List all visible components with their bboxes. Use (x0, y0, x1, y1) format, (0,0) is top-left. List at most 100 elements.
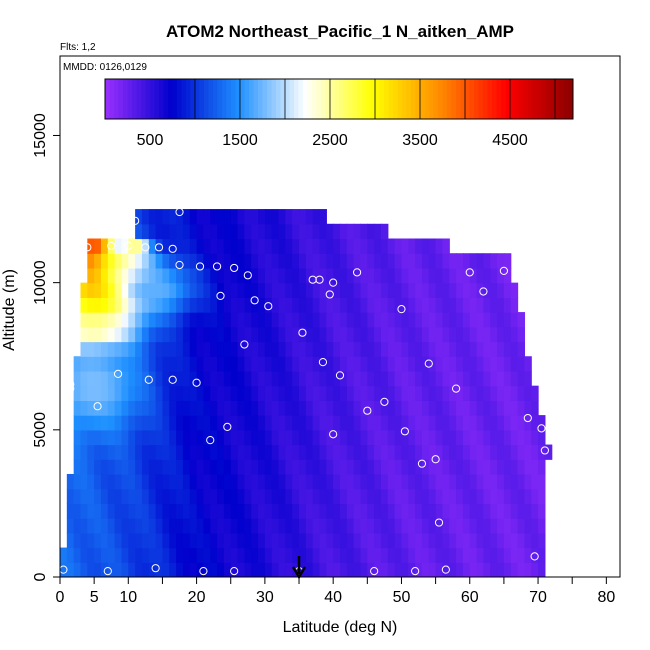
heatmap-cell (490, 326, 498, 343)
heatmap-cell (203, 459, 211, 475)
heatmap-cell (524, 400, 532, 416)
heatmap-cell (169, 326, 177, 343)
heatmap-cell (517, 400, 525, 416)
heatmap-cell (230, 444, 239, 460)
heatmap-cell (128, 370, 136, 387)
x-tick-label: 80 (597, 589, 615, 606)
colorbar-swatch (168, 79, 173, 119)
colorbar-swatch (163, 79, 169, 119)
heatmap-cell (237, 253, 245, 269)
heatmap-cell (162, 223, 170, 240)
heatmap-cell (141, 488, 150, 505)
heatmap-cell (94, 547, 102, 563)
colorbar-swatch (532, 79, 538, 119)
heatmap-cell (326, 473, 334, 490)
heatmap-cell (524, 429, 532, 446)
heatmap-cell (114, 503, 123, 519)
heatmap-cell (278, 415, 286, 431)
heatmap-cell (271, 209, 280, 225)
heatmap-cell (135, 341, 143, 357)
heatmap-cell (299, 518, 307, 534)
heatmap-cell (230, 282, 239, 298)
heatmap-cell (312, 223, 321, 240)
heatmap-cell (483, 562, 491, 577)
heatmap-cell (333, 385, 341, 401)
heatmap-cell (490, 488, 498, 505)
heatmap-cell (312, 312, 321, 328)
heatmap-cell (196, 267, 205, 284)
heatmap-cell (415, 488, 423, 505)
heatmap-cell (469, 356, 478, 372)
heatmap-cell (292, 444, 300, 460)
heatmap-cell (483, 312, 491, 328)
heatmap-cell (244, 238, 252, 254)
colorbar-swatch (546, 79, 551, 119)
sample-point (66, 380, 75, 389)
heatmap-cell (497, 444, 505, 460)
heatmap-cell (469, 547, 478, 563)
colorbar-swatch (235, 79, 241, 119)
heatmap-cell (497, 312, 505, 328)
heatmap-cell (135, 400, 143, 416)
heatmap-cell (401, 488, 409, 505)
heatmap-cell (169, 415, 177, 431)
heatmap-cell (244, 415, 252, 431)
heatmap-cell (510, 385, 519, 401)
y-tick-label: 5000 (32, 412, 49, 448)
heatmap-cell (449, 326, 457, 343)
heatmap-cell (367, 326, 375, 343)
sample-point (411, 567, 420, 576)
heatmap-cell (299, 370, 307, 387)
heatmap-cell (483, 370, 491, 387)
heatmap-cell (476, 532, 485, 549)
heatmap-cell (169, 547, 177, 563)
heatmap-cell (346, 547, 355, 563)
heatmap-cell (217, 518, 225, 534)
heatmap-cell (517, 518, 525, 534)
colorbar-swatch (213, 79, 218, 119)
heatmap-cell (182, 356, 191, 372)
heatmap-cell (401, 400, 409, 416)
heatmap-cell (380, 223, 389, 240)
colorbar-swatch (550, 79, 556, 119)
heatmap-cell (312, 459, 321, 475)
heatmap-cell (87, 532, 95, 549)
heatmap-cell (107, 267, 116, 284)
heatmap-cell (87, 282, 95, 298)
heatmap-cell (524, 356, 532, 372)
heatmap-cell (94, 385, 102, 401)
heatmap-cell (421, 429, 430, 446)
heatmap-cell (121, 282, 129, 298)
heatmap-cell (476, 415, 485, 431)
heatmap-cell (148, 356, 157, 372)
heatmap-cell (319, 532, 327, 549)
heatmap-cell (517, 385, 525, 401)
heatmap-cell (380, 312, 389, 328)
heatmap-cell (538, 503, 546, 519)
heatmap-cell (244, 473, 252, 490)
heatmap-cell (374, 297, 382, 313)
heatmap-cell (210, 532, 218, 549)
heatmap-cell (462, 341, 471, 357)
heatmap-cell (319, 400, 327, 416)
x-axis: 0 5 10 20 30 40 50 60 70 80 (56, 577, 615, 606)
heatmap-cell (107, 473, 116, 490)
heatmap-cell (442, 532, 450, 549)
heatmap-cell (449, 518, 457, 534)
heatmap-cell (380, 488, 389, 505)
heatmap-cell (469, 429, 478, 446)
heatmap-cell (524, 518, 532, 534)
heatmap-cell (449, 267, 457, 284)
heatmap-cell (305, 429, 314, 446)
heatmap-cell (251, 415, 259, 431)
heatmap-cell (203, 400, 211, 416)
heatmap-cell (483, 503, 491, 519)
colorbar-swatch (505, 79, 511, 119)
heatmap-cell (367, 356, 375, 372)
heatmap-cell (169, 209, 177, 225)
heatmap-cell (476, 473, 485, 490)
heatmap-cell (524, 473, 532, 490)
heatmap-cell (524, 415, 532, 431)
heatmap-cell (380, 267, 389, 284)
sample-point (499, 266, 509, 275)
